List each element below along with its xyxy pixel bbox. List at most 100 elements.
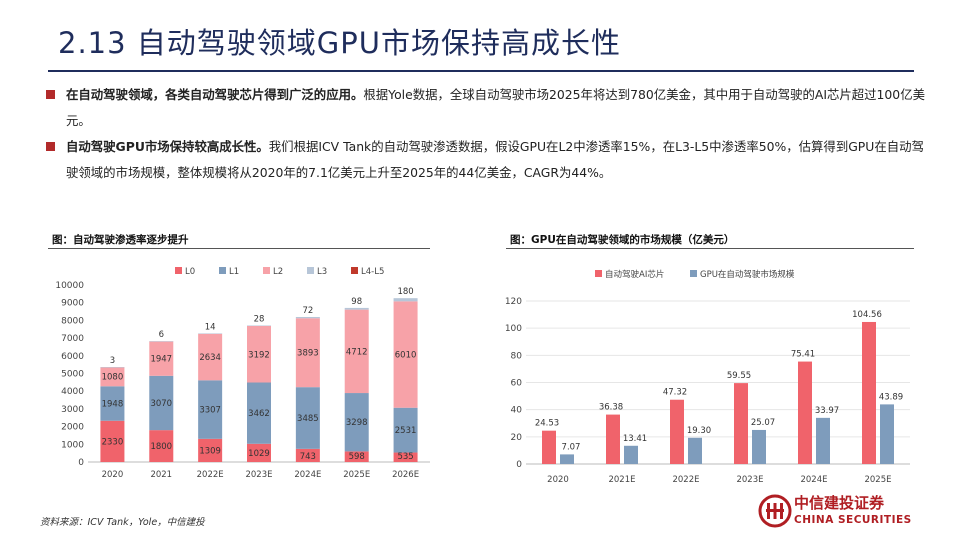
legend-label-l0: L0	[185, 267, 195, 277]
logo-icon	[758, 494, 792, 528]
source-note: 资料来源：ICV Tank，Yole，中信建投	[40, 517, 205, 528]
data-label: 2531	[395, 426, 417, 436]
y-tick-label: 4000	[61, 387, 84, 397]
gpu-market-chart: 0 20 40 60 80 100 120 自动驾驶AI芯片 GPU在自动驾驶市场规模 24.53…	[505, 269, 910, 485]
bar-segment	[100, 367, 125, 387]
y-tick-label: 7000	[61, 334, 84, 344]
y-tick-label: 3000	[61, 405, 84, 415]
y-tick-label: 9000	[61, 299, 84, 309]
data-label: 98	[351, 297, 362, 307]
x-tick-label: 2023E	[245, 470, 272, 480]
bullet-2: 自动驾驶GPU市场保持较高成长性。我们根据ICV Tank的自动驾驶渗透数据，假…	[46, 134, 926, 186]
data-label: 3192	[248, 350, 270, 360]
data-label: 7.07	[562, 442, 581, 452]
y-tick-label: 40	[511, 406, 523, 416]
data-label: 743	[300, 452, 316, 462]
data-label: 25.07	[751, 418, 775, 428]
penetration-stacked-chart: 0 1000 2000 3000 4000 5000 6000 7000 8000 9000 100…	[55, 267, 430, 480]
bar-segment	[344, 307, 369, 310]
data-label: 535	[397, 452, 413, 462]
legend-label-l4-l5: L4-L5	[361, 267, 384, 277]
legend-label-l1: L1	[229, 267, 239, 277]
y-tick-label: 20	[511, 433, 523, 443]
bullet-square-icon	[46, 142, 55, 151]
bar-segment	[149, 341, 174, 376]
data-label: 180	[397, 287, 413, 297]
bar-segment	[295, 318, 320, 388]
bullet-2-bold: 自动驾驶GPU市场保持较高成长性。	[66, 139, 269, 154]
y-tick-label: 2000	[61, 423, 84, 433]
chart1-title-underline	[48, 248, 430, 249]
bar	[798, 361, 812, 464]
data-label: 2330	[102, 437, 124, 447]
bar	[734, 383, 748, 464]
bar-segment	[344, 451, 369, 462]
bar-segment	[198, 333, 223, 334]
data-label: 28	[254, 315, 265, 325]
y-tick-label: 5000	[61, 370, 84, 380]
data-label: 36.38	[599, 403, 623, 413]
bar-segment	[198, 438, 223, 462]
data-label: 43.89	[879, 392, 903, 402]
bar-segment	[295, 387, 320, 449]
data-label: 1800	[150, 442, 172, 452]
data-label: 6010	[395, 351, 417, 361]
x-tick-label: 2021E	[608, 475, 635, 485]
bar-segment	[100, 386, 125, 421]
y-tick-label: 6000	[61, 352, 84, 362]
bar-segment	[344, 393, 369, 452]
bar	[880, 404, 894, 464]
bar-segment	[247, 443, 271, 462]
chart2-title-underline	[506, 248, 914, 249]
bullet-1-text: 根据Yole数据，全球自动驾驶市场2025年将达到780亿美金，其中用于自动驾驶…	[66, 87, 925, 128]
bar-segment	[344, 309, 369, 394]
data-label: 4712	[346, 347, 368, 357]
bullet-square-icon	[46, 90, 55, 99]
x-tick-label: 2021	[150, 470, 172, 480]
legend-label-l3: L3	[317, 267, 327, 277]
data-label: 3	[110, 356, 115, 366]
bar	[862, 321, 876, 464]
y-tick-label: 10000	[55, 281, 84, 291]
chart1-title: 图：自动驾驶渗透率逐步提升	[52, 234, 189, 246]
data-label: 1948	[102, 400, 124, 410]
legend-swatch	[595, 270, 602, 277]
y-tick-label: 120	[505, 297, 522, 307]
bar	[560, 454, 574, 464]
bar	[688, 437, 702, 464]
data-label: 59.55	[727, 371, 751, 381]
data-label: 3462	[248, 409, 270, 419]
x-tick-label: 2022E	[197, 470, 224, 480]
data-label: 598	[349, 452, 365, 462]
data-label: 3307	[199, 406, 221, 416]
legend-swatch-l2	[263, 267, 270, 274]
company-logo: 中信建投证券 CHINA SECURITIES	[758, 492, 928, 532]
bar-segment	[247, 325, 271, 327]
data-label: 24.53	[535, 419, 559, 429]
bar-segment	[295, 448, 320, 462]
legend-swatch-l3	[307, 267, 314, 274]
legend-swatch-l4-l5	[351, 267, 358, 274]
logo-name-cn: 中信建投证券	[794, 494, 885, 512]
x-tick-label: 2025E	[343, 470, 370, 480]
bar-segment	[149, 430, 174, 462]
x-tick-label: 2024E	[800, 475, 827, 485]
bar	[670, 399, 684, 464]
legend-label: GPU在自动驾驶市场规模	[700, 269, 795, 280]
page-title: 2.13 自动驾驶领域GPU市场保持高成长性	[58, 26, 621, 60]
data-label: 47.32	[663, 388, 687, 398]
x-tick-label: 2025E	[864, 475, 891, 485]
bar	[542, 430, 556, 464]
data-label: 3485	[297, 414, 319, 424]
y-tick-label: 80	[511, 351, 523, 361]
logo-name-en: CHINA SECURITIES	[794, 514, 912, 526]
y-tick-label: 0	[516, 460, 522, 470]
bar-segment	[198, 380, 223, 439]
legend-swatch-l0	[175, 267, 182, 274]
bar-segment	[295, 316, 320, 319]
bar	[752, 429, 766, 464]
x-tick-label: 2020	[547, 475, 569, 485]
legend-swatch	[690, 270, 697, 277]
chart2-title: 图：GPU在自动驾驶领域的市场规模（亿美元）	[510, 234, 735, 246]
data-label: 1029	[248, 449, 270, 459]
